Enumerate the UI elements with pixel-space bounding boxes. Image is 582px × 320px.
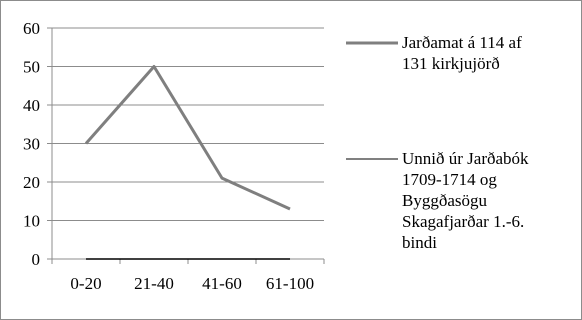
x-tick-label: 41-60 [202,274,242,293]
legend-label: Skagafjarðar 1.-6. [402,212,524,231]
legend-label: bindi [402,233,437,252]
x-tick-label: 21-40 [134,274,174,293]
y-tick-label: 30 [23,135,40,154]
y-tick-label: 10 [23,212,40,231]
y-tick-label: 20 [23,173,40,192]
legend-label: Unnið úr Jarðabók [402,149,529,168]
y-tick-label: 0 [32,250,41,269]
legend-label: Byggðasögu [402,191,488,210]
x-tick-label: 0-20 [70,274,101,293]
y-tick-label: 50 [23,58,40,77]
x-tick-label: 61-100 [266,274,314,293]
y-tick-label: 40 [23,96,40,115]
legend-label: Jarðamat á 114 af [402,33,522,52]
y-tick-label: 60 [23,19,40,38]
series-line-1 [84,65,291,211]
legend-label: 131 kirkjujörð [402,54,500,73]
legend-label: 1709-1714 og [402,170,497,189]
